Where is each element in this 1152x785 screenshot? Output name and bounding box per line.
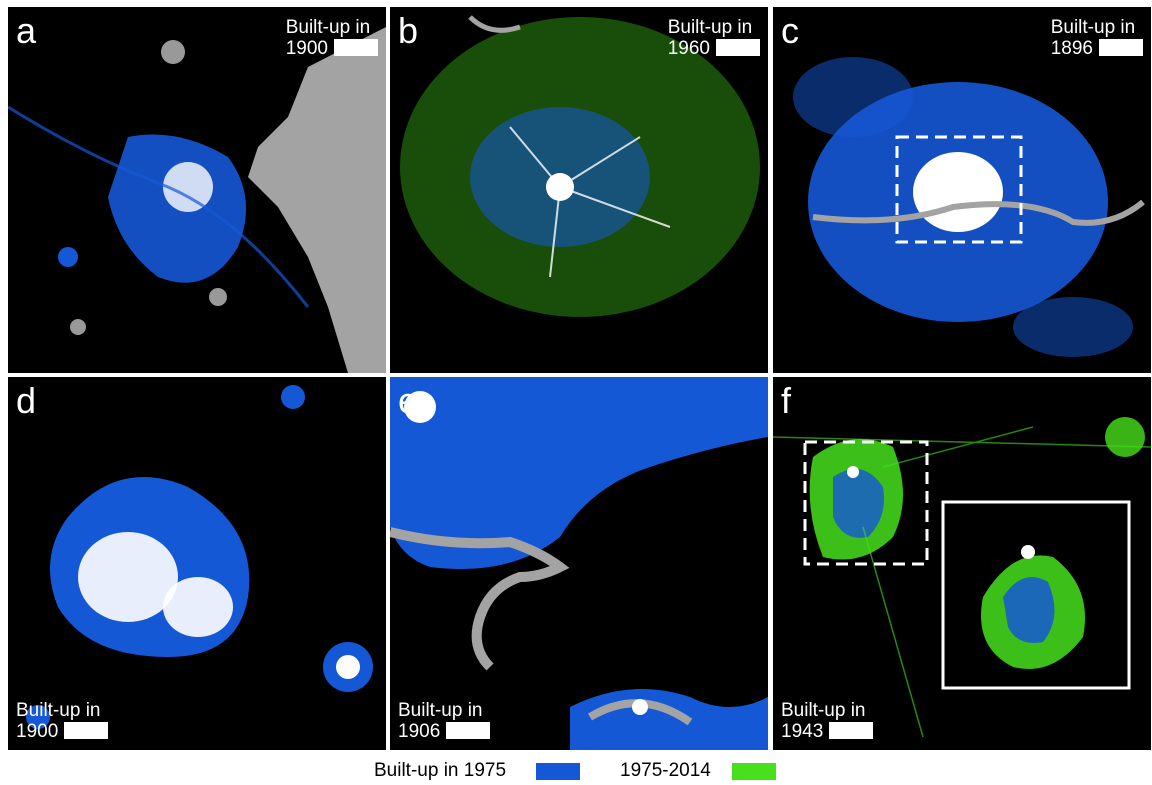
year-label-line1: Built-up in bbox=[16, 700, 101, 721]
year-label: Built-up in 1906 bbox=[398, 700, 491, 742]
map-image-c bbox=[773, 7, 1151, 373]
legend-swatch-1975-2014 bbox=[732, 763, 776, 780]
year-label-line1: Built-up in bbox=[1050, 17, 1136, 38]
scale-bar bbox=[446, 722, 491, 739]
legend: Built-up in 1975 1975-2014 bbox=[0, 754, 1152, 784]
year-label-year: 1896 bbox=[1050, 38, 1093, 59]
panel-letter: b bbox=[398, 10, 419, 51]
year-label-line1: Built-up in bbox=[285, 17, 371, 38]
year-label-line1: Built-up in bbox=[781, 700, 866, 721]
map-image-d bbox=[8, 377, 386, 750]
map-panel-e: e Built-up in 1906 bbox=[390, 377, 768, 750]
map-image-b bbox=[390, 7, 768, 373]
year-label-year: 1906 bbox=[398, 721, 441, 742]
scale-bar bbox=[716, 39, 760, 56]
map-panel-c: c Built-up in 1896 bbox=[773, 7, 1151, 373]
map-image-e bbox=[390, 377, 768, 750]
map-panel-a: a Built-up in 1900 bbox=[8, 7, 386, 373]
legend-label-1975-2014: 1975-2014 bbox=[620, 760, 711, 781]
map-panel-d: d Built-up in 1900 bbox=[8, 377, 386, 750]
panel-letter: a bbox=[16, 10, 37, 51]
scale-bar bbox=[64, 722, 109, 739]
panel-letter: c bbox=[781, 10, 799, 51]
panel-letter: e bbox=[398, 380, 419, 421]
year-label: Built-up in 1896 bbox=[1051, 17, 1143, 59]
map-image-f bbox=[773, 377, 1151, 750]
map-panel-f: f Built-up in 1943 bbox=[773, 377, 1151, 750]
year-label-year: 1943 bbox=[781, 721, 824, 742]
scale-bar bbox=[1099, 39, 1143, 56]
year-label: Built-up in 1900 bbox=[16, 700, 109, 742]
map-panel-b: b Built-up in 1960 bbox=[390, 7, 768, 373]
year-label-year: 1960 bbox=[667, 38, 710, 59]
year-label: Built-up in 1960 bbox=[668, 17, 760, 59]
year-label: Built-up in 1900 bbox=[286, 17, 378, 59]
map-image-a bbox=[8, 7, 386, 373]
year-label-year: 1900 bbox=[285, 38, 328, 59]
legend-label-1975: Built-up in 1975 bbox=[374, 760, 507, 781]
year-label-line1: Built-up in bbox=[667, 17, 753, 38]
year-label-line1: Built-up in bbox=[398, 700, 483, 721]
panel-letter: f bbox=[781, 380, 792, 421]
year-label: Built-up in 1943 bbox=[781, 700, 874, 742]
panel-letter: d bbox=[16, 380, 37, 421]
year-label-year: 1900 bbox=[16, 721, 59, 742]
scale-bar bbox=[829, 722, 874, 739]
scale-bar bbox=[334, 39, 378, 56]
legend-swatch-1975 bbox=[536, 763, 580, 780]
